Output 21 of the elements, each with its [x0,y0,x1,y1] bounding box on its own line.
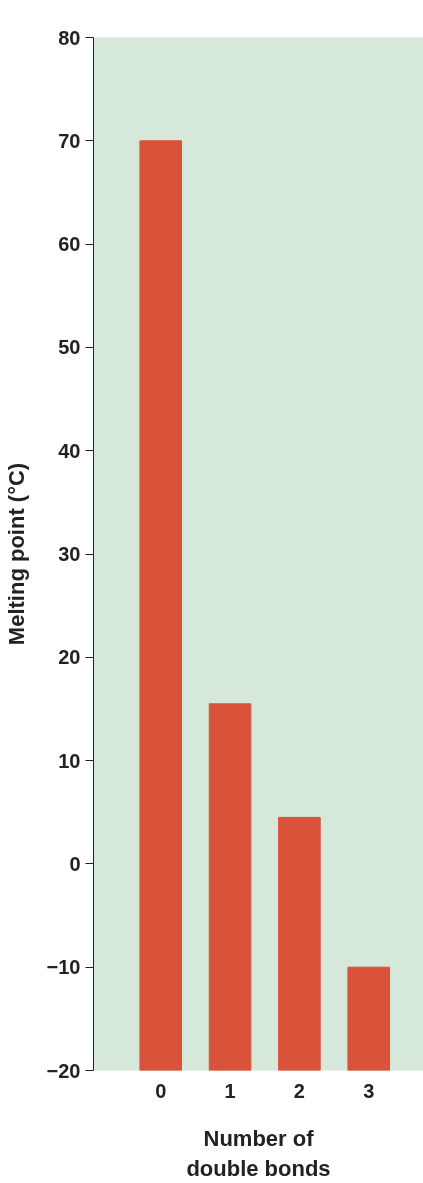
x-tick-label: 0 [155,1079,167,1102]
x-tick-label: 3 [363,1079,375,1102]
x-tick-label: 2 [293,1079,305,1102]
bar [347,966,391,1071]
bar [208,703,252,1071]
x-tick-label: 1 [224,1079,236,1102]
y-tick-label: −10 [46,956,81,979]
y-tick-label: 50 [58,336,81,359]
y-tick-label: 20 [58,646,81,669]
y-tick-label: 70 [58,129,81,152]
y-tick-label: 30 [58,543,81,565]
y-tick-label: 60 [58,233,81,256]
x-axis-title: Number of double bonds [186,1125,331,1181]
y-tick-label: 80 [58,26,81,49]
y-tick-label: −20 [46,1059,81,1082]
y-axis-title: Melting point (°C) [3,462,29,646]
bar [139,140,183,1071]
y-tick-label: 0 [69,852,81,875]
bar [278,816,321,1071]
y-tick-label: 10 [58,749,81,772]
y-tick-label: 40 [58,439,81,462]
